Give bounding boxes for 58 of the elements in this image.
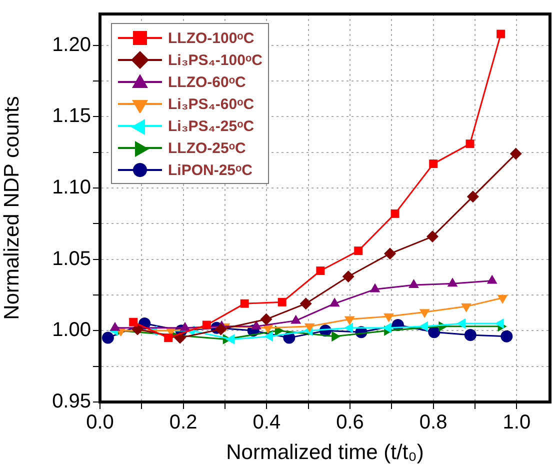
point	[264, 331, 273, 342]
x-tick-label: 1.0	[502, 412, 531, 434]
y-tick-label: 1.20	[52, 34, 91, 56]
point	[461, 303, 472, 312]
point	[226, 334, 235, 344]
point	[164, 334, 173, 342]
y-tick-label: 1.00	[52, 319, 91, 342]
legend-label: LLZO-60ᵒC	[168, 74, 246, 90]
point	[496, 30, 506, 38]
y-tick-label: 0.95	[52, 390, 91, 413]
point	[214, 323, 227, 336]
point	[102, 332, 114, 344]
point	[390, 209, 400, 218]
point	[464, 328, 476, 341]
y-tick-label: 1.05	[52, 248, 91, 270]
point	[304, 323, 315, 332]
x-tick-label: 0.4	[252, 412, 281, 434]
point	[456, 318, 466, 329]
point	[494, 318, 504, 329]
point	[408, 279, 419, 288]
x-tick-label: 0.0	[86, 412, 114, 434]
point	[466, 190, 479, 203]
point	[419, 309, 430, 318]
point	[429, 160, 438, 168]
point	[500, 330, 513, 342]
legend-label: Li₃PS₄-25ᵒC	[168, 118, 254, 134]
legend-label: LiPON-25ᵒC	[168, 162, 252, 178]
legend-label: LLZO-100ᵒC	[168, 30, 254, 46]
y-tick-label: 1.10	[52, 176, 91, 199]
x-axis-title: Normalized time (t/t₀)	[226, 441, 424, 464]
point	[354, 246, 363, 256]
point	[497, 294, 508, 304]
point	[344, 322, 353, 334]
point	[240, 299, 249, 308]
legend-label: Li₃PS₄-100ᵒC	[168, 52, 262, 68]
legend-label: LLZO-25ᵒC	[168, 140, 246, 156]
point	[278, 298, 286, 306]
point	[316, 266, 325, 276]
point	[384, 248, 396, 260]
point	[426, 230, 438, 243]
y-tick-label: 1.15	[52, 105, 91, 128]
point	[510, 148, 522, 160]
point	[300, 298, 312, 310]
y-axis-title: Normalized NDP counts	[0, 96, 24, 320]
point	[342, 270, 354, 282]
point	[344, 316, 355, 326]
point	[202, 320, 211, 330]
x-tick-label: 0.6	[336, 412, 364, 434]
x-tick-label: 0.2	[169, 412, 198, 434]
point	[419, 321, 428, 332]
point	[466, 140, 474, 148]
point	[382, 322, 392, 334]
x-tick-label: 0.8	[419, 412, 448, 434]
legend-label: Li₃PS₄-60ᵒC	[168, 96, 254, 112]
point	[260, 313, 272, 326]
point	[132, 323, 144, 336]
point	[129, 318, 138, 326]
point	[384, 313, 394, 322]
